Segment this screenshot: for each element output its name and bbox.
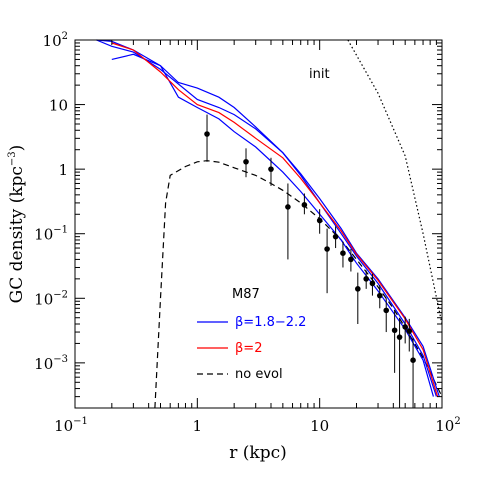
data-point-15: [391, 327, 398, 334]
data-points-layer: [204, 114, 416, 408]
y-tick-label-exponent: −2: [53, 289, 68, 300]
data-point-14: [383, 307, 390, 314]
data-point-19: [410, 357, 416, 363]
data-point-2: [268, 166, 274, 172]
y-tick-label: 102: [43, 31, 68, 50]
y-axis-label: GC density (kpc−3): [7, 145, 27, 304]
x-tick-label-exponent: 2: [454, 416, 460, 427]
data-point-12: [369, 280, 376, 287]
y-axis-label-exponent: −3: [7, 151, 18, 166]
data-point-17: [402, 324, 408, 330]
series-layer: [96, 39, 443, 409]
x-tick-label: 1: [193, 417, 203, 435]
data-point-4: [301, 202, 308, 208]
data-point-1: [243, 158, 249, 165]
y-tick-label-base: 10: [49, 97, 68, 115]
y-tick-label-base: 10: [34, 290, 53, 308]
data-point-0: [204, 131, 210, 137]
series-line-blue-c: [96, 39, 440, 397]
series-line-init: [347, 39, 443, 325]
data-point-7: [332, 233, 339, 240]
x-tick-label: 10: [310, 417, 329, 435]
series-line-blue-b: [111, 53, 434, 397]
data-point-8: [340, 250, 346, 256]
y-tick-label: 1: [58, 161, 68, 179]
legend-label-no-evol: no evol: [235, 367, 283, 382]
data-point-10: [355, 286, 361, 292]
data-point-11: [363, 276, 369, 282]
x-tick-label-base: 10: [435, 417, 454, 435]
x-tick-label: 10−1: [54, 416, 88, 435]
legend-title: M87: [232, 287, 260, 302]
y-tick-label-exponent: −3: [53, 354, 68, 365]
series-line-red: [111, 42, 439, 397]
y-tick-label-base: 1: [58, 161, 68, 179]
y-tick-label-base: 10: [34, 226, 53, 244]
data-point-6: [324, 246, 330, 252]
legend-label-beta-2: β=2: [235, 341, 262, 356]
series-line-blue-a: [96, 39, 437, 397]
x-tick-label-base: 10: [310, 417, 329, 435]
plot-frame: [74, 39, 443, 409]
x-tick-label: 102: [435, 416, 460, 435]
y-tick-label-exponent: 2: [62, 31, 68, 42]
data-point-18: [406, 328, 413, 334]
legend-label-beta-range: β=1.8−2.2: [235, 315, 306, 330]
series-line-no-evol: [154, 160, 443, 409]
data-point-16: [396, 334, 403, 340]
y-tick-label: 10−2: [34, 289, 68, 308]
y-tick-label: 10−3: [34, 354, 68, 373]
x-tick-label-exponent: −1: [73, 416, 88, 427]
data-point-5: [316, 217, 323, 224]
y-axis-label-text: GC density (kpc: [7, 166, 27, 303]
y-tick-label-base: 10: [43, 32, 62, 50]
data-point-9: [348, 256, 354, 263]
data-point-13: [376, 292, 383, 299]
x-axis-label: r (kpc): [229, 443, 287, 463]
y-tick-label-base: 10: [34, 355, 53, 373]
y-tick-label: 10: [49, 97, 68, 115]
y-axis-label-close: ): [7, 145, 27, 152]
annotation-init: init: [309, 67, 330, 82]
y-tick-label: 10−1: [34, 225, 68, 244]
x-tick-label-base: 10: [54, 417, 73, 435]
y-tick-label-exponent: −1: [53, 225, 68, 236]
legend: M87 β=1.8−2.2 β=2 no evol: [197, 287, 306, 382]
data-point-3: [285, 204, 291, 210]
x-tick-label-base: 1: [193, 417, 203, 435]
